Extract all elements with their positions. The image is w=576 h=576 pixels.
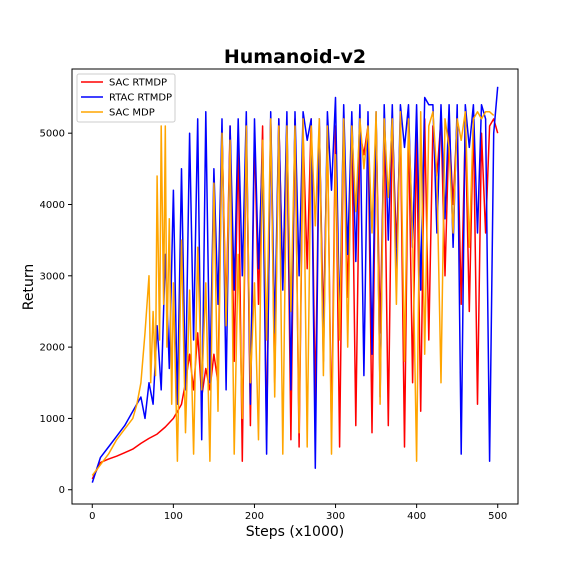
y-axis-label: Return [21, 264, 37, 310]
series-line-sac-mdp [91, 111, 495, 476]
y-tick-label: 5000 [40, 129, 65, 140]
series-line-rtac-rtmdp [91, 86, 499, 483]
y-tick-label: 4000 [40, 200, 65, 211]
y-tick-label: 1000 [40, 414, 65, 425]
x-axis: 0 100 200 300 400 500 [89, 504, 507, 522]
legend-entry: SAC RTMDP [109, 78, 167, 89]
x-tick-label: 400 [407, 511, 426, 522]
plot-area [91, 86, 499, 483]
chart-title: Humanoid-v2 [224, 46, 366, 68]
legend-box [76, 73, 176, 123]
x-tick-label: 100 [164, 511, 183, 522]
x-tick-label: 300 [326, 511, 345, 522]
x-tick-label: 500 [488, 511, 507, 522]
x-tick-label: 200 [245, 511, 264, 522]
legend-entry: RTAC RTMDP [109, 93, 172, 104]
x-tick-label: 0 [89, 511, 95, 522]
x-axis-label: Steps (x1000) [246, 524, 344, 540]
y-tick-label: 2000 [40, 343, 65, 354]
legend-entry: SAC MDP [109, 108, 155, 119]
legend: SAC RTMDP RTAC RTMDP SAC MDP [76, 73, 176, 123]
plot-frame [71, 68, 519, 505]
y-tick-label: 3000 [40, 271, 65, 282]
y-tick-label: 0 [59, 485, 65, 496]
y-axis: 0 1000 2000 3000 4000 5000 [40, 129, 72, 496]
series-layer [91, 86, 499, 483]
